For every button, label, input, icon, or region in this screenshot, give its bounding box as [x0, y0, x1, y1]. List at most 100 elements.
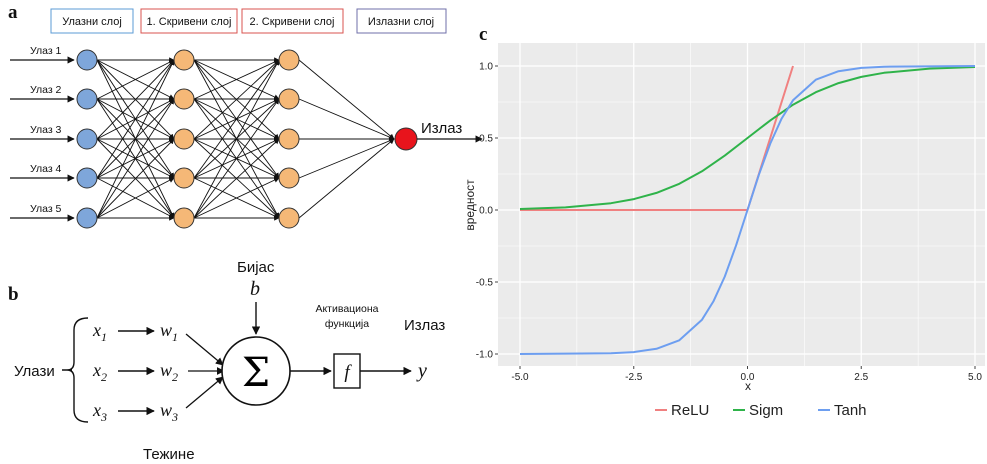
hidden-1-node — [173, 207, 195, 229]
panel-b-letter: b — [8, 284, 19, 305]
connection — [193, 59, 280, 100]
x1-label: x1 — [92, 320, 107, 344]
layer-box-output: Излазни слој — [356, 8, 447, 34]
connection — [96, 177, 175, 219]
connection — [96, 59, 175, 219]
connection — [298, 59, 395, 140]
series-line-sigm — [519, 66, 976, 210]
weights-label: Тежине — [143, 446, 195, 463]
input-node — [76, 167, 98, 189]
connection — [193, 59, 280, 179]
connection — [96, 59, 175, 100]
layer-box-hidden-2-frame — [241, 8, 344, 34]
inputs-label: Улази — [14, 363, 55, 380]
activation-label-line-1: Активациона — [315, 303, 378, 315]
x-tick-label: 2.5 — [854, 372, 868, 383]
hidden-2-node — [278, 128, 300, 150]
sigma-symbol: Σ — [242, 350, 270, 396]
w1-label: w1 — [160, 320, 178, 344]
x-tick-label: -2.5 — [625, 372, 643, 383]
connection — [193, 98, 280, 219]
layer-box-hidden-1-label: 1. Скривени слој — [147, 16, 232, 28]
output-node — [394, 127, 418, 151]
x-tick-label: -5.0 — [511, 372, 529, 383]
hidden-2-node — [278, 207, 300, 229]
connection — [193, 138, 280, 219]
y-tick-label: -0.5 — [476, 278, 494, 289]
hidden-2-node — [278, 49, 300, 71]
connection — [96, 138, 175, 219]
w3-label: w3 — [160, 400, 178, 424]
y-tick-label: -1.0 — [476, 350, 494, 361]
hidden-1-node — [173, 49, 195, 71]
plot-background — [498, 43, 985, 366]
y-tick-label: 0.0 — [479, 206, 493, 217]
connection — [96, 59, 175, 140]
series-line-tanh — [519, 65, 976, 355]
hidden-1-node — [173, 167, 195, 189]
input-label-2: Улаз 2 — [30, 84, 62, 96]
hidden-2-node — [278, 88, 300, 110]
network-nodes — [76, 49, 418, 229]
input-label-5: Улаз 5 — [30, 203, 62, 215]
input-node — [76, 207, 98, 229]
hidden-1-node — [173, 128, 195, 150]
y-tick-label: 0.5 — [479, 134, 493, 145]
x-axis-label: x — [745, 379, 751, 393]
panel-c-letter: c — [479, 24, 487, 45]
w1-to-sum-arrow — [185, 333, 224, 366]
layer-legend-boxes: Улазни слој 1. Скривени слој 2. Скривени… — [50, 8, 447, 34]
connection — [193, 177, 280, 219]
legend-label-tanh: Tanh — [834, 402, 867, 419]
y-tick-label: 1.0 — [479, 62, 493, 73]
connection — [96, 59, 175, 179]
activation-f-symbol: f — [344, 362, 352, 383]
input-node — [76, 88, 98, 110]
layer-box-hidden-2-label: 2. Скривени слој — [250, 16, 335, 28]
activation-function-box — [333, 353, 361, 389]
axis-ticks: -5.0 -2.5 0.0 2.5 5.0 -1.0 -0.5 0.0 0.5 1.0 — [476, 62, 983, 384]
hidden-2-node — [278, 167, 300, 189]
x3-label: x3 — [92, 400, 107, 424]
network-connections — [96, 57, 395, 221]
bias-title: Бијас — [237, 259, 275, 276]
connection — [298, 138, 395, 219]
x-tick-label: 5.0 — [968, 372, 982, 383]
panel-b: b Улази x1 x2 x3 w1 w2 w3 Бијас b Σ Акти… — [8, 259, 445, 463]
x2-label: x2 — [92, 360, 107, 384]
layer-box-hidden-2: 2. Скривени слој — [241, 8, 344, 34]
output-y-symbol: y — [416, 360, 427, 382]
input-label-4: Улаз 4 — [30, 163, 62, 175]
layer-box-hidden-1: 1. Скривени слој — [140, 8, 238, 34]
input-node — [76, 49, 98, 71]
connection — [193, 59, 280, 140]
w3-to-sum-arrow — [185, 376, 224, 409]
layer-box-input: Улазни слој — [50, 8, 134, 34]
input-arrows: Улаз 1 Улаз 2 Улаз 3 Улаз 4 Улаз 5 — [10, 45, 75, 222]
panel-c: c -5.0 -2.5 0.0 2.5 5.0 -1.0 -0.5 0.0 0.5 1.0 x в… — [463, 24, 985, 419]
panel-a: a Улазни слој 1. Скривени слој 2. Скриве… — [8, 2, 483, 229]
x-tick-label: 0.0 — [741, 372, 755, 383]
inputs-brace — [62, 317, 89, 423]
connection — [298, 138, 395, 179]
layer-box-output-label: Излазни слој — [368, 16, 434, 28]
input-label-3: Улаз 3 — [30, 124, 62, 136]
chart-legend: ReLU Sigm Tanh — [655, 402, 867, 419]
panel-a-letter: a — [8, 2, 18, 23]
legend-label-sigm: Sigm — [749, 402, 783, 419]
layer-box-input-frame — [50, 8, 134, 34]
connection — [298, 98, 395, 140]
w2-label: w2 — [160, 360, 178, 384]
network-output-label: Излаз — [421, 120, 462, 137]
neuron-output-label: Излаз — [404, 317, 445, 334]
input-node — [76, 128, 98, 150]
layer-box-hidden-1-frame — [140, 8, 238, 34]
plot-series — [519, 65, 976, 355]
connection — [193, 59, 280, 219]
legend-label-relu: ReLU — [671, 402, 709, 419]
activation-label-line-2: функција — [325, 318, 369, 330]
input-label-1: Улаз 1 — [30, 45, 62, 57]
bias-symbol: b — [250, 278, 260, 300]
y-axis-label: вредност — [463, 179, 477, 231]
